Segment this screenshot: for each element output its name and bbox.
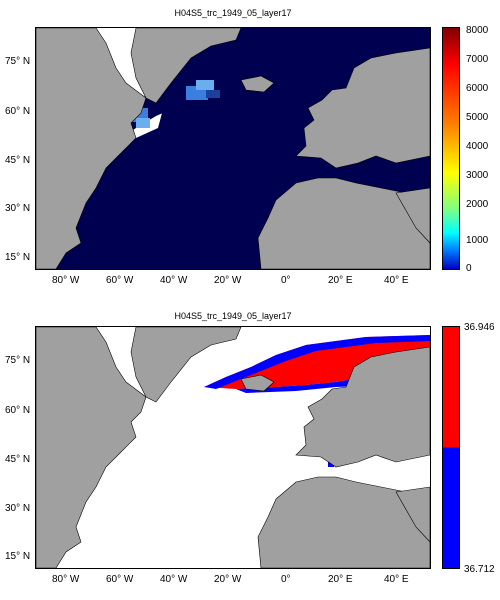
lat-label: 75° N	[5, 56, 31, 67]
lon-label: 80° W	[52, 574, 80, 585]
map2-canvas	[36, 327, 430, 568]
colorbar-tick: 2000	[466, 199, 489, 210]
map1-canvas	[36, 28, 430, 269]
lat-label: 15° N	[5, 252, 31, 263]
lon-label: 0°	[281, 275, 291, 286]
lon-label: 20° W	[214, 275, 242, 286]
map2-title: H04S5_trc_1949_05_layer17	[174, 311, 292, 321]
colorbar-tick: 5000	[466, 112, 489, 123]
map1	[35, 27, 431, 270]
lon-label: 60° W	[106, 275, 134, 286]
colorbar1	[442, 27, 460, 270]
colorbar-tick: 0	[466, 263, 472, 274]
lon-label: 40° E	[384, 275, 409, 286]
colorbar-tick: 1000	[466, 235, 489, 246]
lon-label: 60° W	[106, 574, 134, 585]
lat-label: 75° N	[5, 355, 31, 366]
lat-label: 60° N	[5, 106, 31, 117]
lat-label: 30° N	[5, 203, 31, 214]
colorbar-tick: 8000	[466, 25, 489, 36]
colorbar-tick: 4000	[466, 141, 489, 152]
lon-label: 40° W	[160, 275, 188, 286]
lat-label: 45° N	[5, 454, 31, 465]
lon-label: 20° E	[328, 574, 353, 585]
lon-label: 40° W	[160, 574, 188, 585]
colorbar-tick: 3000	[466, 170, 489, 181]
lon-label: 20° E	[328, 275, 353, 286]
colorbar-min-label: 36.712	[464, 564, 495, 575]
lon-label: 0°	[281, 574, 291, 585]
colorbar-tick: 6000	[466, 83, 489, 94]
colorbar-max-label: 36.946	[464, 322, 495, 333]
land	[36, 28, 430, 269]
lon-label: 20° W	[214, 574, 242, 585]
lon-label: 80° W	[52, 275, 80, 286]
lat-label: 60° N	[5, 405, 31, 416]
land	[36, 327, 430, 568]
lon-label: 40° E	[384, 574, 409, 585]
lat-label: 30° N	[5, 503, 31, 514]
map1-title: H04S5_trc_1949_05_layer17	[174, 8, 292, 18]
lat-label: 45° N	[5, 155, 31, 166]
lat-label: 15° N	[5, 551, 31, 562]
colorbar-tick: 7000	[466, 54, 489, 65]
colorbar2	[442, 326, 460, 569]
map2	[35, 326, 431, 569]
